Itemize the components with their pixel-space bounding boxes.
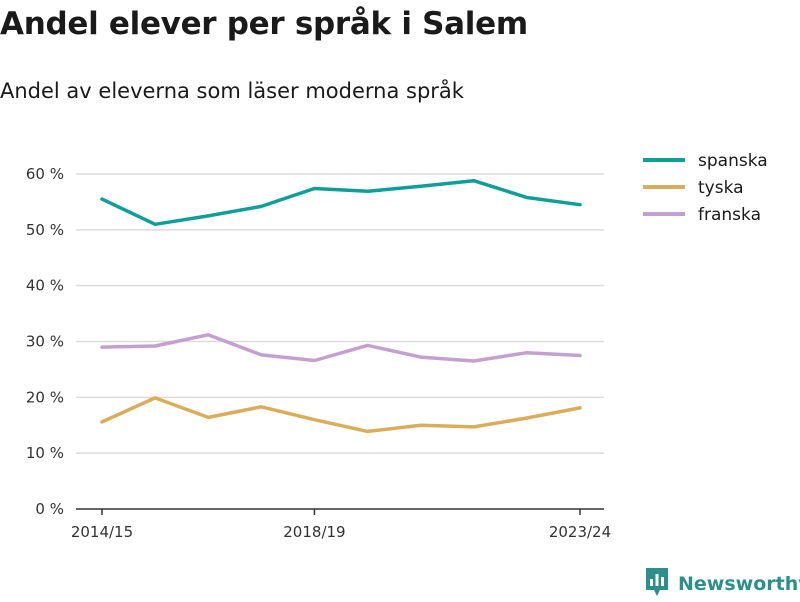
y-tick-label: 60 % <box>26 165 64 183</box>
brand-name: Newsworthy <box>678 573 800 595</box>
brand-logo: Newsworthy <box>644 568 800 600</box>
series-line-franska <box>100 333 582 363</box>
y-tick-label: 50 % <box>26 221 64 239</box>
newsworthy-logo-icon <box>644 566 670 602</box>
legend-label-franska: franska <box>698 205 761 225</box>
series-line-spanska <box>100 178 582 227</box>
legend-label-tyska: tyska <box>698 178 744 198</box>
series-lines <box>100 178 582 434</box>
y-tick-label: 10 % <box>26 444 64 462</box>
chart-subtitle: Andel av eleverna som läser moderna språ… <box>0 79 464 103</box>
legend-label-spanska: spanska <box>698 151 768 171</box>
y-tick-label: 40 % <box>26 277 64 295</box>
chart-title: Andel elever per språk i Salem <box>0 6 528 42</box>
series-line-tyska <box>100 396 582 434</box>
x-tick-label: 2014/15 <box>71 523 133 541</box>
legend: spanska tyska franska <box>643 151 768 225</box>
y-tick-label: 20 % <box>26 388 64 406</box>
y-tick-label: 30 % <box>26 333 64 351</box>
x-tick-label: 2023/24 <box>549 523 611 541</box>
x-tick-label: 2018/19 <box>283 523 345 541</box>
y-tick-label: 0 % <box>35 500 64 518</box>
y-axis-ticks: 0 % 10 % 20 % 30 % 40 % 50 % 60 % <box>26 165 64 518</box>
grid-lines <box>76 173 604 454</box>
x-axis: 2014/15 2018/19 2023/24 <box>71 508 611 541</box>
